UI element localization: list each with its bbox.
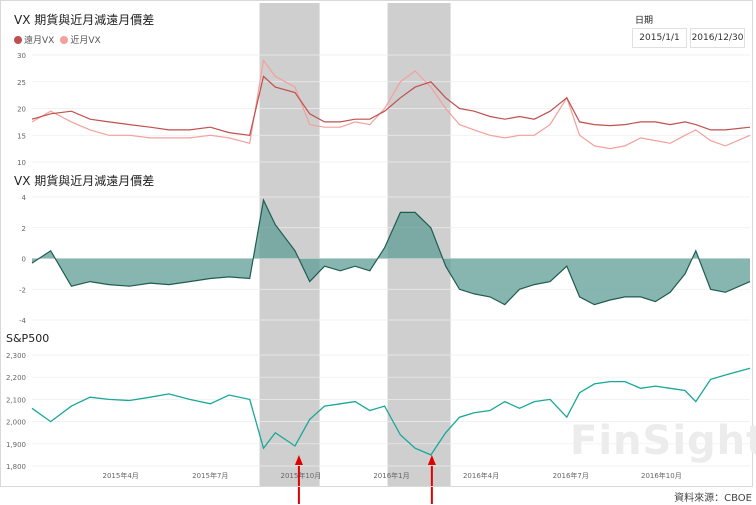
xtick-label-3: 2015年10月 xyxy=(281,471,322,480)
legend-dot-near xyxy=(60,35,69,44)
legend-item-near: 近月VX xyxy=(60,33,101,46)
legend-item-far: 遠月VX xyxy=(14,33,54,46)
ytick-label-1-3: 25 xyxy=(17,79,26,87)
xtick-label-5: 2016年4月 xyxy=(463,471,499,480)
spread-line xyxy=(31,198,751,306)
sp500-line xyxy=(31,367,751,456)
ytick-label-2-1: -2 xyxy=(19,286,26,294)
legend-label-far: 遠月VX xyxy=(24,36,55,46)
ytick-label-1-2: 20 xyxy=(17,106,26,114)
arrow-head-2 xyxy=(427,455,436,465)
ytick-label-2-4: 4 xyxy=(22,194,27,202)
line-far-vx xyxy=(31,75,751,136)
ytick-label-3-5: 2,300 xyxy=(6,352,26,360)
xtick-label-7: 2016年10月 xyxy=(641,471,682,480)
middle-panel-title: VX 期貨與近月減遠月價差 xyxy=(14,174,155,188)
ytick-label-3-0: 1,800 xyxy=(6,463,26,471)
ytick-label-3-4: 2,200 xyxy=(6,374,26,382)
xtick-label-2: 2015年7月 xyxy=(192,471,228,480)
ytick-label-1-4: 30 xyxy=(17,52,26,60)
xtick-label-4: 2016年1月 xyxy=(373,471,409,480)
legend-label-near: 近月VX xyxy=(70,36,101,46)
ytick-label-2-3: 2 xyxy=(22,225,26,233)
source-note: 資料來源：CBOE xyxy=(674,493,752,504)
date-slicer-end[interactable]: 2016/12/30 xyxy=(690,28,745,48)
ytick-label-2-0: -4 xyxy=(19,317,27,325)
date-slicer-start[interactable]: 2015/1/1 xyxy=(632,28,687,48)
bottom-panel-title: S&P500 xyxy=(6,332,50,345)
legend-dot-far xyxy=(14,35,22,44)
ytick-label-1-0: 10 xyxy=(17,159,26,167)
top-panel-title: VX 期貨與近月減遠月價差 xyxy=(14,13,155,27)
ytick-label-3-1: 1,900 xyxy=(6,441,26,449)
xtick-label-6: 2016年7月 xyxy=(553,471,589,480)
arrow-head-1 xyxy=(294,455,303,465)
xtick-label-1: 2015年4月 xyxy=(103,471,139,480)
watermark-logo: FinSight xyxy=(570,418,756,464)
spread-area xyxy=(32,200,750,305)
ytick-label-3-3: 2,100 xyxy=(6,396,26,404)
ytick-label-3-2: 2,000 xyxy=(6,419,26,427)
ytick-label-2-2: 0 xyxy=(22,256,26,264)
line-near-vx xyxy=(31,58,751,150)
top-legend: 遠月VX 近月VX xyxy=(14,33,101,46)
date-slicer-label: 日期 xyxy=(635,16,654,26)
ytick-label-1-1: 15 xyxy=(17,132,26,140)
